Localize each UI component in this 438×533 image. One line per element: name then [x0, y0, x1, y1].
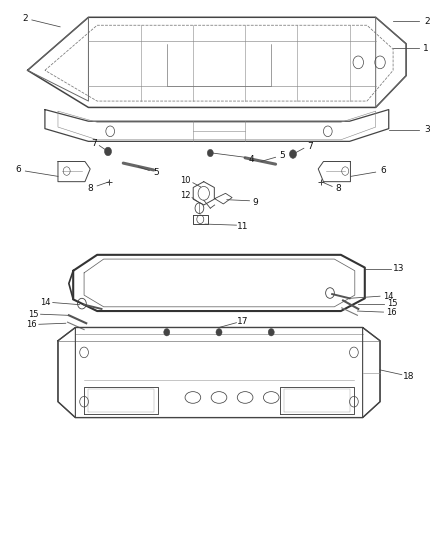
Text: 9: 9 [252, 198, 258, 207]
Text: 8: 8 [88, 183, 93, 192]
Text: 1: 1 [423, 44, 429, 53]
Text: 16: 16 [26, 320, 37, 329]
Circle shape [164, 328, 170, 336]
Text: 14: 14 [40, 298, 50, 307]
Text: 6: 6 [15, 165, 21, 174]
Text: 18: 18 [403, 372, 414, 381]
Text: 6: 6 [381, 166, 386, 175]
Text: 5: 5 [153, 167, 159, 176]
Text: 3: 3 [424, 125, 430, 134]
Text: 12: 12 [180, 191, 190, 200]
Text: 15: 15 [28, 310, 39, 319]
Text: 2: 2 [22, 14, 28, 23]
Text: 2: 2 [424, 17, 430, 26]
Text: 7: 7 [91, 139, 96, 148]
Circle shape [207, 149, 213, 157]
Text: 5: 5 [279, 151, 285, 160]
Text: 13: 13 [392, 264, 404, 273]
Text: 14: 14 [383, 292, 393, 301]
Circle shape [105, 147, 112, 156]
Text: 7: 7 [307, 142, 313, 151]
Text: 15: 15 [387, 299, 397, 308]
Text: 11: 11 [237, 222, 249, 231]
Text: 8: 8 [336, 184, 341, 193]
Circle shape [290, 150, 297, 158]
Text: 4: 4 [249, 155, 254, 164]
Circle shape [216, 328, 222, 336]
Text: 10: 10 [180, 176, 190, 185]
Text: 16: 16 [386, 308, 397, 317]
Text: 17: 17 [237, 317, 249, 326]
Circle shape [268, 328, 274, 336]
